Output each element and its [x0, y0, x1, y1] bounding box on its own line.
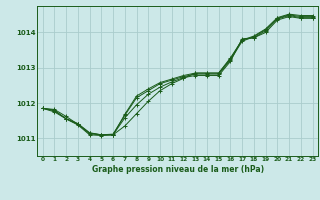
X-axis label: Graphe pression niveau de la mer (hPa): Graphe pression niveau de la mer (hPa)	[92, 165, 264, 174]
